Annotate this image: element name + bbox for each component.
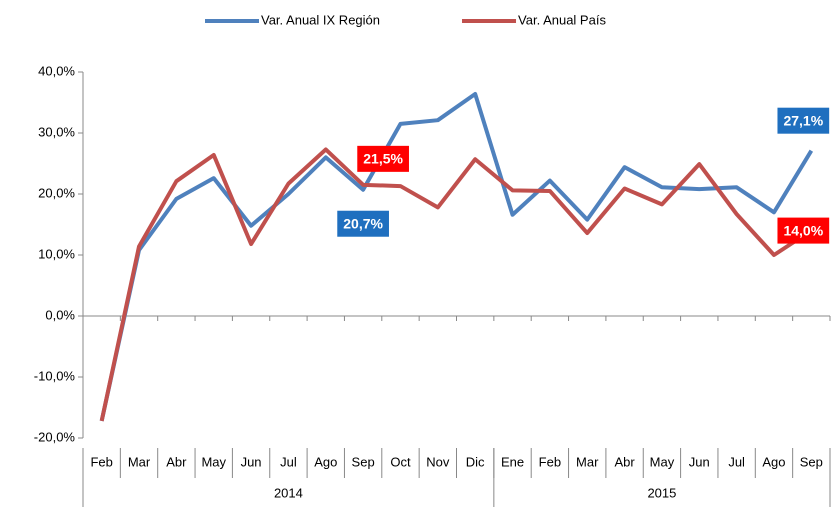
x-tick-label: Abr <box>614 454 635 469</box>
data-label-text: 14,0% <box>783 222 823 238</box>
y-tick-label: 10,0% <box>38 246 75 261</box>
y-tick-label: 20,0% <box>38 185 75 200</box>
data-label: 21,5% <box>357 145 409 172</box>
data-label-box <box>777 107 830 134</box>
data-label-text: 20,7% <box>343 215 383 231</box>
data-label: 14,0% <box>777 217 830 244</box>
x-tick-label: Ago <box>762 454 785 469</box>
x-tick-label: Jul <box>280 454 297 469</box>
data-label-text: 27,1% <box>783 112 823 128</box>
series-line <box>99 91 814 422</box>
x-tick-label: Oct <box>390 454 411 469</box>
y-tick-label: -10,0% <box>34 368 76 383</box>
data-label-text: 21,5% <box>363 151 403 167</box>
data-label-box <box>357 145 409 172</box>
y-tick-label: -20,0% <box>34 429 76 444</box>
x-tick-label: May <box>650 454 675 469</box>
legend-label: Var. Anual País <box>518 12 606 27</box>
y-tick-label: 0,0% <box>45 307 75 322</box>
y-tick-label: 30,0% <box>38 124 75 139</box>
x-tick-label: Dic <box>466 454 485 469</box>
x-tick-label: Ene <box>501 454 524 469</box>
x-tick-label: Sep <box>800 454 823 469</box>
x-tick-label: Mar <box>576 454 599 469</box>
data-label-box <box>337 210 389 237</box>
x-tick-label: Jun <box>241 454 262 469</box>
y-tick-label: 40,0% <box>38 63 75 78</box>
x-tick-label: Abr <box>166 454 187 469</box>
group-label: 2015 <box>647 485 676 500</box>
data-label-box <box>777 217 830 244</box>
series-line <box>99 147 813 422</box>
x-tick-label: May <box>201 454 226 469</box>
x-tick-label: Sep <box>352 454 375 469</box>
x-tick-label: Jun <box>689 454 710 469</box>
x-tick-label: Feb <box>90 454 112 469</box>
x-tick-label: Mar <box>128 454 151 469</box>
data-label: 20,7% <box>337 210 389 237</box>
data-label: 27,1% <box>777 107 830 134</box>
x-tick-label: Nov <box>426 454 450 469</box>
x-tick-label: Ago <box>314 454 337 469</box>
x-tick-label: Feb <box>539 454 561 469</box>
x-tick-label: Jul <box>728 454 745 469</box>
legend-label: Var. Anual IX Región <box>261 12 380 27</box>
group-label: 2014 <box>274 485 303 500</box>
